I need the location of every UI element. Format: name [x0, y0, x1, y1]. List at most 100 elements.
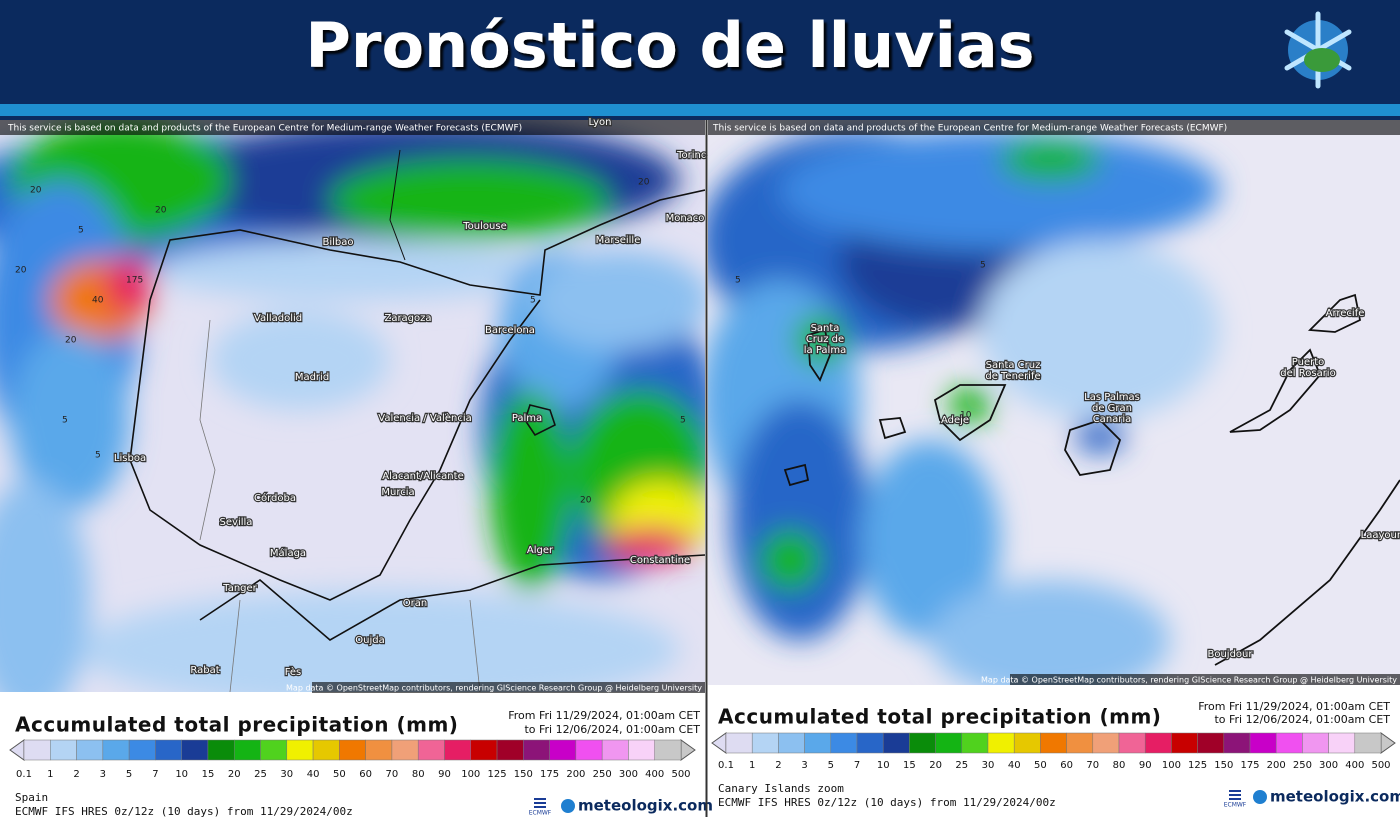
contour-label: 5	[980, 261, 986, 271]
date-from: From Fri 11/29/2024, 01:00am CET	[1198, 700, 1390, 713]
colorbar-tick-label: 30	[982, 760, 995, 771]
precip-area	[150, 240, 550, 300]
borders	[199, 319, 481, 692]
city-label: Córdoba	[254, 492, 296, 504]
contour-label: 10	[960, 411, 972, 421]
city-label: Adeje	[941, 415, 969, 426]
header-stripe	[0, 104, 1400, 116]
colorbar-segment	[987, 732, 1015, 754]
colorbar-tick-label: 5	[828, 760, 834, 771]
colorbar-segment	[882, 732, 910, 754]
contour-label: 20	[638, 178, 650, 188]
colorbar-tick-label: 2	[775, 760, 781, 771]
contour-label: 5	[735, 276, 741, 286]
colorbar-segment	[417, 739, 445, 761]
colorbar-tick-label: 40	[1008, 760, 1021, 771]
colorbar-segment	[76, 739, 104, 761]
model-label: ECMWF IFS HRES 0z/12z (10 days) from 11/…	[718, 796, 1056, 809]
map-canary	[708, 120, 1400, 685]
colorbar-tick-label: 90	[438, 769, 451, 780]
precip-area	[1075, 417, 1125, 453]
colorbar-segment	[961, 732, 989, 754]
colorbar-segment	[1118, 732, 1146, 754]
attribution: This service is based on data and produc…	[7, 124, 522, 134]
city-label: Constantine	[630, 555, 690, 566]
colorbar-segment	[1249, 732, 1277, 754]
colorbar-segment	[155, 739, 182, 761]
colorbar-segment	[549, 739, 577, 761]
legend-title: Accumulated total precipitation (mm)	[718, 705, 1161, 729]
colorbar-tick-label: 7	[854, 760, 860, 771]
colorbar-tick-label: 300	[1319, 760, 1338, 771]
colorbar-tick-label: 250	[1293, 760, 1312, 771]
colorbar-segment	[496, 739, 524, 761]
map-labels: This service is based on data and produc…	[0, 116, 1400, 693]
colorbar-tick-label: 25	[254, 769, 267, 780]
colorbar-tick-label: 30	[280, 769, 293, 780]
precip-area	[490, 390, 570, 590]
city-label: Rabat	[190, 665, 219, 676]
contour-label: 20	[155, 206, 167, 216]
colorbar-segment	[1328, 732, 1356, 754]
colorbar-segment	[628, 739, 655, 761]
date-from: From Fri 11/29/2024, 01:00am CET	[508, 709, 700, 722]
colorbar-tick-label: 125	[487, 769, 506, 780]
colorbar-segment	[804, 732, 832, 754]
colorbar-segment	[1144, 732, 1172, 754]
header-bar	[0, 0, 1400, 104]
colorbar-tick-label: 10	[877, 760, 890, 771]
city-label: Barcelona	[485, 325, 535, 336]
colorbar-segment	[1197, 732, 1225, 754]
colorbar-segment	[365, 739, 393, 761]
colorbar-segment	[102, 739, 130, 761]
city-label: Boujdour	[1207, 649, 1253, 660]
credit-bar	[1010, 674, 1400, 685]
ecmwf-mark	[534, 798, 546, 808]
precip-area	[105, 257, 155, 313]
colorbar-tick-label: 90	[1139, 760, 1152, 771]
city-label: Torino	[676, 150, 707, 161]
map-spain	[0, 120, 705, 692]
colorbar-segment	[339, 739, 366, 761]
city-label: Arrecife	[1326, 308, 1365, 319]
colorbar-segment	[909, 732, 936, 754]
colorbar-segment	[260, 739, 288, 761]
city-label: Málaga	[270, 547, 306, 559]
colorbar-segment	[601, 739, 629, 761]
precip-area	[80, 590, 680, 692]
city-label: Lyon	[588, 117, 611, 128]
colorbar-tick-label: 50	[333, 769, 346, 780]
colorbar-segment	[1275, 732, 1303, 754]
city-label: Santa	[811, 323, 840, 334]
colorbar-segment	[444, 739, 472, 761]
colorbar-tick-label: 15	[903, 760, 916, 771]
colorbar-segment	[1223, 732, 1251, 754]
colorbar-tick-label: 500	[1371, 760, 1390, 771]
colorbar-segment	[751, 732, 779, 754]
colorbar-tick-label: 1	[47, 769, 53, 780]
precip-area	[930, 580, 1170, 685]
precip-area	[530, 250, 705, 350]
model-label: ECMWF IFS HRES 0z/12z (10 days) from 11/…	[15, 805, 353, 817]
precip-area	[980, 240, 1220, 420]
colorbar-tip	[9, 739, 25, 761]
contour-label: 5	[680, 416, 686, 426]
attribution-bar	[0, 120, 705, 135]
city-label: Zaragoza	[384, 313, 431, 324]
city-label: Canaria	[1093, 414, 1132, 425]
precip-area	[860, 440, 1000, 640]
colorbar-segment	[50, 739, 77, 761]
city-label: Valladolid	[254, 313, 302, 324]
precip-area	[605, 527, 695, 563]
colorbar-segment	[312, 739, 340, 761]
city-label: Toulouse	[462, 221, 506, 232]
colorbar-tick-label: 7	[152, 769, 158, 780]
colorbar-tick-label: 150	[1214, 760, 1233, 771]
ecmwf-logo: ECMWF	[529, 810, 552, 817]
city-label: Tanger	[222, 583, 257, 594]
precip-field	[708, 130, 1220, 685]
header-stripe	[0, 116, 1400, 120]
colorbar-tip	[680, 739, 696, 761]
colorbar-tick-label: 400	[1345, 760, 1364, 771]
